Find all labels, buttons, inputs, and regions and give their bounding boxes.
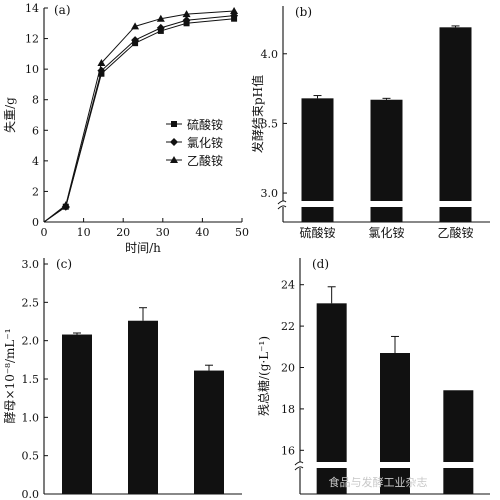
x-tick-label: 20 [116, 226, 130, 239]
panel-label: (d) [312, 257, 329, 271]
y-tick-label: 1.5 [22, 373, 40, 386]
data-point [156, 14, 165, 22]
watermark: 食品与发酵工业杂志 [329, 475, 428, 489]
y-axis-label: 失重/g [2, 97, 17, 133]
series-line [43, 10, 235, 223]
y-tick-label: 0 [32, 216, 39, 229]
y-tick-label: 2.0 [22, 335, 40, 348]
y-axis-label: 残总糖/(g·L⁻¹) [256, 336, 271, 416]
y-tick-label: 4.0 [261, 48, 279, 61]
axis-break-gap [292, 462, 492, 468]
axis-break-mark [277, 200, 287, 205]
data-point [131, 22, 140, 30]
legend-entry: 硫酸铵 [166, 117, 223, 132]
y-tick-label: 22 [281, 320, 295, 333]
x-tick-label: 0 [41, 226, 48, 239]
legend-entry: 氯化铵 [166, 135, 223, 150]
y-tick-label: 24 [281, 279, 295, 292]
data-point [97, 59, 106, 67]
data-point [182, 10, 191, 18]
y-tick-label: 20 [281, 362, 295, 375]
y-tick-label: 2 [32, 185, 39, 198]
category-label: 硫酸铵 [299, 225, 335, 240]
series-3 [43, 7, 239, 223]
panel-c: 0.0 0.5 1.0 1.5 2.0 2.5 3.0 (c) 酵母×10⁻⁸/mL⁻¹ [3, 257, 242, 500]
bar [380, 353, 410, 494]
y-tick-label: 2.5 [22, 296, 40, 309]
legend-marker [170, 156, 178, 163]
panel-a: 0 2 4 6 8 10 12 14 0 10 20 30 40 50 (a) 时间/h 失重/g 硫酸铵氯化铵乙… [2, 2, 249, 255]
legend-label: 乙酸铵 [187, 153, 223, 168]
bar [128, 320, 158, 494]
y-tick-label: 6 [32, 124, 39, 137]
x-tick-label: 30 [156, 226, 170, 239]
axis-break-mark [294, 461, 304, 466]
axis-break-gap [275, 201, 492, 207]
axis-break-mark [294, 466, 304, 471]
bar [439, 27, 472, 223]
x-tick-label: 50 [235, 226, 249, 239]
data-point [182, 16, 191, 25]
x-axis-label: 时间/h [125, 241, 161, 255]
legend-label: 氯化铵 [187, 135, 223, 150]
y-axis-label: 酵母×10⁻⁸/mL⁻¹ [3, 328, 17, 423]
data-point [156, 23, 165, 32]
panel-b: 3.0 3.5 4.0 硫酸铵 氯化铵 乙酸铵 (b) 发酵结束pH值 [250, 5, 492, 240]
category-label: 乙酸铵 [437, 225, 473, 240]
y-tick-label: 0.5 [22, 450, 40, 463]
panel-label: (a) [54, 3, 71, 17]
y-tick-label: 16 [281, 444, 295, 457]
axis-break-mark [277, 205, 287, 210]
bar [62, 334, 92, 494]
y-tick-label: 10 [25, 63, 39, 76]
panel-label: (b) [295, 5, 312, 19]
y-tick-label: 18 [281, 403, 295, 416]
y-tick-label: 3.0 [22, 258, 40, 271]
y-tick-label: 4 [32, 155, 39, 168]
bar [443, 390, 474, 494]
legend-marker [171, 121, 177, 127]
y-axis-label: 发酵结束pH值 [250, 75, 265, 153]
x-tick-label: 40 [195, 226, 209, 239]
panel-label: (c) [56, 257, 72, 271]
legend-marker [170, 138, 178, 146]
y-tick-label: 8 [32, 94, 39, 107]
y-tick-label: 14 [25, 2, 39, 15]
x-tick-label: 10 [77, 226, 91, 239]
bar [194, 370, 224, 494]
legend-label: 硫酸铵 [187, 117, 223, 132]
data-point [230, 7, 239, 15]
category-label: 氯化铵 [368, 225, 404, 240]
series-2 [43, 11, 239, 223]
data-point [61, 201, 70, 209]
y-tick-label: 3.5 [261, 117, 279, 130]
y-tick-label: 12 [25, 33, 39, 46]
y-tick-label: 1.0 [22, 411, 40, 424]
legend-entry: 乙酸铵 [166, 153, 223, 168]
y-tick-label: 3.0 [261, 187, 279, 200]
panel-d: 16 18 20 22 24 (d) 残总糖/(g·L⁻¹) [256, 257, 492, 495]
y-tick-label: 0.0 [22, 488, 40, 500]
data-point [131, 36, 140, 45]
